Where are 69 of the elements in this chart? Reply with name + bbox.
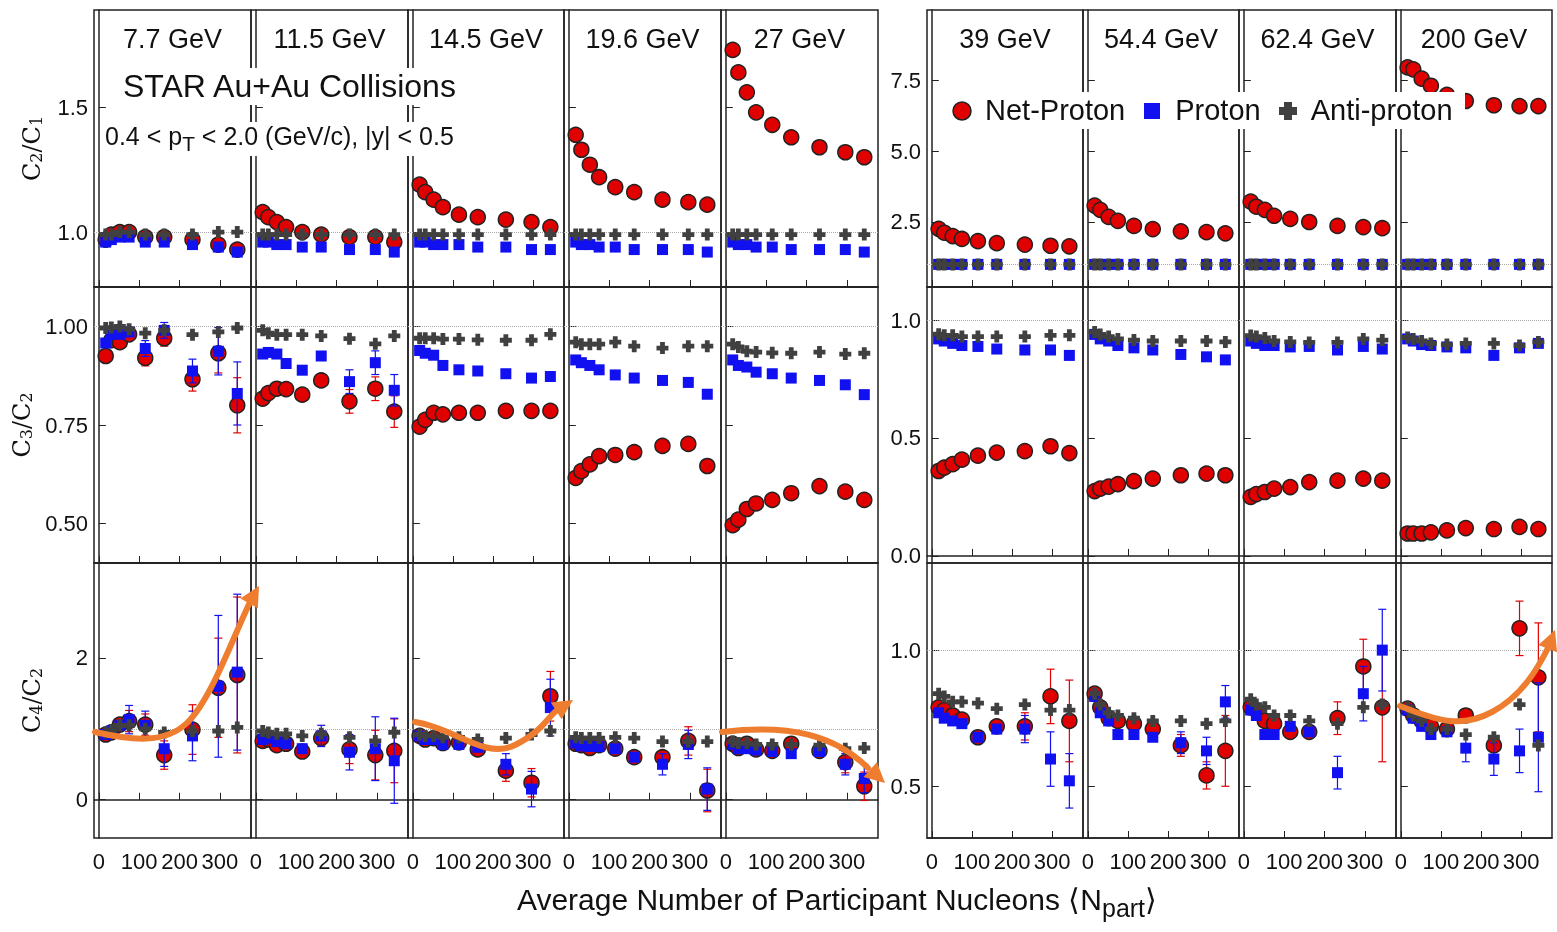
x-tick-label: 200 xyxy=(318,848,355,874)
text: 11.5 GeV xyxy=(273,23,386,54)
annotation: 0.4 < p$_{T}$ < 2.0 (GeV/c), |y| < 0.5 xyxy=(102,122,457,156)
y-tick-label: 0.75 xyxy=(45,412,88,438)
x-tick-label: 100 xyxy=(120,848,158,874)
y-tick-label: 1.0 xyxy=(57,219,88,245)
x-tick-label: 100 xyxy=(1265,848,1303,874)
x-tick-label: 100 xyxy=(590,848,628,874)
x-tick-label: 300 xyxy=(201,848,239,874)
x-tick-label: 100 xyxy=(953,848,991,874)
text: 62.4 GeV xyxy=(1260,23,1375,54)
x-tick-label: 100 xyxy=(1422,848,1460,874)
x-tick-label: 0 xyxy=(1081,848,1094,874)
y-axis-title: C2/C1 xyxy=(18,115,46,182)
text: 39 GeV xyxy=(959,23,1051,54)
y-tick-label: 1.0 xyxy=(890,637,921,663)
y-tick-label: 0 xyxy=(75,787,88,813)
x-axis-title: Average Number of Participant Nucleons ⟨N$_{part}$⟩ xyxy=(516,882,1158,923)
x-tick-label: 300 xyxy=(1033,848,1071,874)
x-tick-label: 300 xyxy=(1189,848,1227,874)
legend-label: Proton xyxy=(1175,94,1261,127)
x-tick-label: 300 xyxy=(671,848,709,874)
x-tick-label: 0 xyxy=(1237,848,1250,874)
text: 14.5 GeV xyxy=(428,23,544,54)
y-tick-label: 0.5 xyxy=(890,773,921,799)
x-tick-label: 300 xyxy=(828,848,866,874)
x-tick-label: 0 xyxy=(719,848,732,874)
x-tick-label: 200 xyxy=(1306,848,1343,874)
x-tick-label: 200 xyxy=(1149,848,1187,874)
legend-label: Anti-proton xyxy=(1310,94,1453,127)
y-tick-label: 0.50 xyxy=(45,511,88,537)
x-tick-label: 300 xyxy=(358,848,396,874)
text: 7.7 GeV xyxy=(122,23,223,54)
y-tick-label: 0.5 xyxy=(890,425,921,451)
x-tick-label: 100 xyxy=(1109,848,1147,874)
x-tick-label: 200 xyxy=(788,848,825,874)
x-tick-label: 0 xyxy=(562,848,575,874)
text: 54.4 GeV xyxy=(1103,23,1219,54)
x-tick-label: 200 xyxy=(474,848,512,874)
x-tick-label: 0 xyxy=(1394,848,1407,874)
x-tick-label: 0 xyxy=(249,848,262,874)
x-tick-label: 100 xyxy=(277,848,315,874)
x-tick-label: 200 xyxy=(161,848,198,874)
y-tick-label: 0.0 xyxy=(890,543,921,569)
y-tick-label: 7.5 xyxy=(890,68,921,94)
x-tick-label: 200 xyxy=(631,848,668,874)
text: 27 GeV xyxy=(753,23,846,54)
y-tick-label: 1.0 xyxy=(890,307,921,333)
y-tick-label: 2 xyxy=(75,645,88,671)
legend-label: Net-Proton xyxy=(985,94,1126,127)
x-tick-label: 0 xyxy=(406,848,419,874)
y-tick-label: 2.5 xyxy=(890,209,921,235)
y-tick-label: 1.00 xyxy=(45,313,88,339)
x-tick-label: 300 xyxy=(1346,848,1384,874)
x-tick-label: 300 xyxy=(514,848,552,874)
y-axis-title: C3/C2 xyxy=(8,392,37,458)
x-tick-label: 100 xyxy=(747,848,785,874)
text: 200 GeV xyxy=(1420,23,1528,54)
x-tick-label: 100 xyxy=(434,848,472,874)
text: 19.6 GeV xyxy=(585,23,700,54)
y-tick-label: 5.0 xyxy=(890,138,921,164)
annotation: STAR Au+Au Collisions xyxy=(120,68,459,105)
x-tick-label: 200 xyxy=(1462,848,1500,874)
x-tick-label: 0 xyxy=(92,848,105,874)
x-tick-label: 200 xyxy=(993,848,1031,874)
y-axis-title: C4/C2 xyxy=(18,667,46,734)
y-tick-label: 1.5 xyxy=(57,94,88,120)
x-tick-label: 300 xyxy=(1502,848,1540,874)
x-tick-label: 0 xyxy=(925,848,938,874)
